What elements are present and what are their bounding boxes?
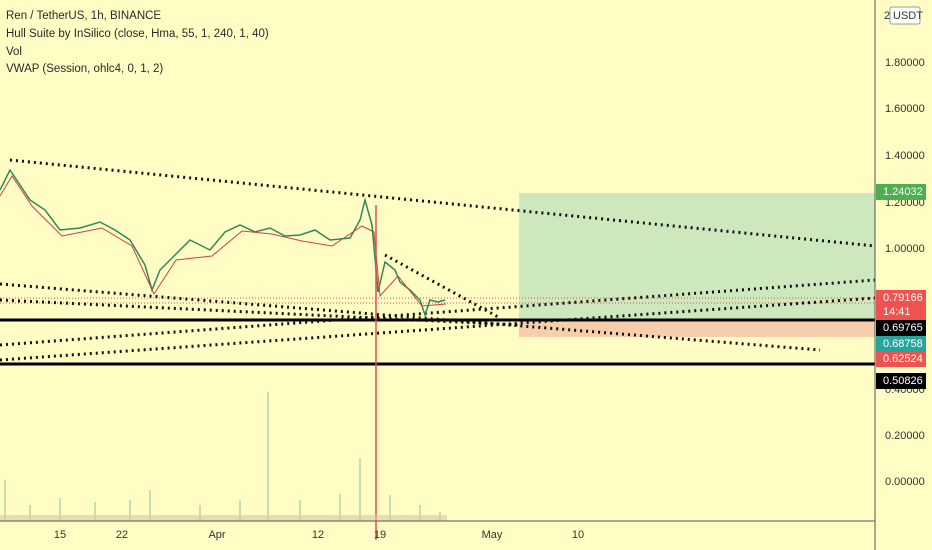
trend-lines	[0, 158, 876, 362]
badge-sub: 14:41	[883, 306, 911, 318]
price-label: 1.00000	[885, 243, 925, 255]
price-series	[0, 175, 447, 307]
indicator: Vol	[6, 46, 22, 58]
time-label: 22	[116, 529, 128, 541]
loss-zone	[519, 320, 875, 337]
volume-base	[0, 515, 447, 521]
price-label: 0.20000	[885, 430, 925, 442]
time-label: Apr	[208, 529, 225, 541]
badge	[876, 373, 926, 389]
time-label: May	[482, 529, 503, 541]
currency-badge[interactable]	[889, 6, 921, 25]
badge	[876, 184, 926, 200]
symbol-title: Ren / TetherUS, 1h, BINANCE	[6, 10, 161, 22]
time-label: 12	[312, 529, 324, 541]
badge	[876, 336, 926, 352]
price-label: 1.80000	[885, 57, 925, 69]
badge-label: 1.24032	[883, 186, 923, 198]
indicator: Hull Suite by InSilico (close, Hma, 55, …	[6, 28, 269, 40]
profit-zone	[519, 193, 875, 320]
price-label: 1.40000	[885, 150, 925, 162]
time-label: 19	[374, 529, 386, 541]
badge	[876, 352, 926, 367]
currency: USDT	[893, 10, 923, 22]
indicator: VWAP (Session, ohlc4, 0, 1, 2)	[6, 63, 163, 75]
badge-label: 0.62524	[883, 353, 923, 365]
time-label: 10	[572, 529, 584, 541]
badge	[876, 320, 926, 336]
badge-label: 0.68758	[883, 338, 923, 350]
badge	[876, 290, 926, 320]
price-label: 1.60000	[885, 103, 925, 115]
badge-label: 0.69765	[883, 322, 923, 334]
badge-label: 0.79166	[883, 292, 923, 304]
price-label: 0.00000	[885, 476, 925, 488]
badge-label: 0.50826	[883, 375, 923, 387]
price-label: 2	[884, 10, 890, 22]
price-series	[0, 168, 446, 318]
time-label: 15	[54, 529, 66, 541]
